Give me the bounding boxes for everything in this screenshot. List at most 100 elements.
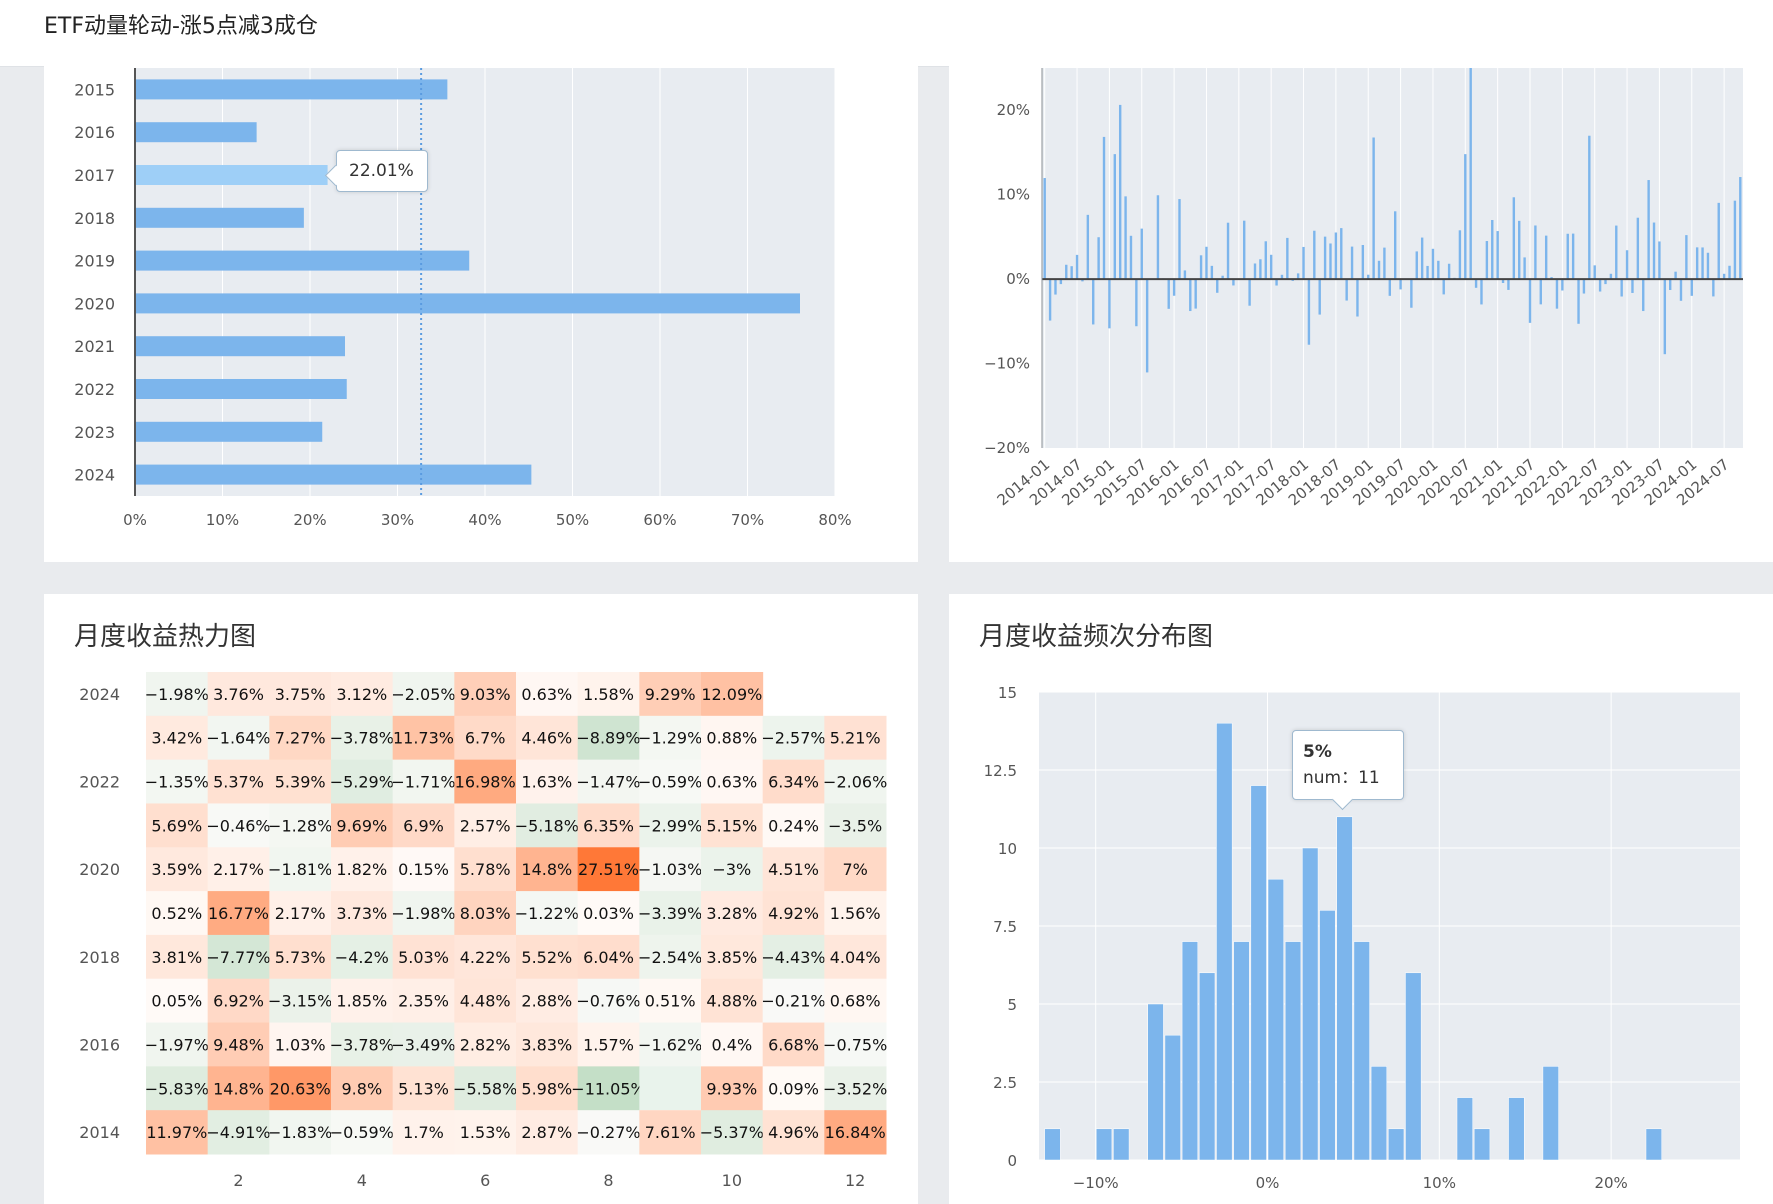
month-bar <box>1178 199 1181 280</box>
heatmap-cell <box>146 715 209 761</box>
monthly-returns-chart[interactable]: −20%−10%0%10%20%2014-012014-072015-01201… <box>949 66 1773 562</box>
heatmap-cell <box>207 1022 270 1067</box>
month-bar <box>1205 246 1208 280</box>
heatmap-cell-label: −1.62% <box>638 1035 702 1054</box>
month-bar <box>1367 274 1370 280</box>
return-histogram-chart[interactable]: 0 2.5 5 7.5 10 12.5 15 −10% 0% 10% 20% <box>949 594 1773 1204</box>
month-bar <box>1523 257 1526 280</box>
y-tick-label: 2021 <box>74 337 115 356</box>
heatmap-cell-label: 4.46% <box>521 729 572 748</box>
month-bar <box>1167 279 1170 309</box>
heatmap-cell-label: 2.57% <box>460 816 511 835</box>
histogram-tooltip: 5% num：11 <box>1292 730 1404 800</box>
month-bar <box>1544 235 1548 280</box>
histogram-bar <box>1147 1003 1164 1161</box>
heatmap-cell-label: 3.81% <box>151 948 202 967</box>
heatmap-cell <box>824 891 887 936</box>
histogram-bar <box>1216 722 1233 1161</box>
x-tick-label: 80% <box>818 511 851 529</box>
heatmap-cell <box>207 1066 270 1111</box>
heatmap-cell <box>516 759 579 804</box>
histogram-bar <box>1473 1128 1491 1161</box>
month-bar <box>1393 211 1397 280</box>
heatmap-cell-label: 6.34% <box>768 773 819 792</box>
y-tick-label: 20% <box>997 101 1030 119</box>
heatmap-cell-label: 4.48% <box>460 992 511 1011</box>
y-tick-label: 2018 <box>79 948 120 967</box>
heatmap-cell-label: 5.39% <box>275 773 326 792</box>
heatmap-cell-label: 2.87% <box>521 1123 572 1142</box>
heatmap-cell-label: 0.09% <box>768 1079 819 1098</box>
month-bar <box>1275 279 1278 286</box>
y-tick-label: −10% <box>984 355 1030 373</box>
heatmap-cell-label: 2.35% <box>398 992 449 1011</box>
monthly-heatmap-chart[interactable]: −1.98% 3.76% 3.75% 3.12% −2.05% 9.03% 0.63% 1.5… <box>44 594 918 1204</box>
month-bar <box>1636 217 1640 280</box>
histogram-bar <box>1388 1128 1405 1161</box>
month-bar <box>1092 279 1095 325</box>
histogram-bar <box>1250 785 1267 1161</box>
y-tick-label: 10 <box>998 840 1017 858</box>
heatmap-cell <box>331 1066 394 1111</box>
heatmap-cell <box>516 803 579 848</box>
heatmap-cell <box>269 934 332 980</box>
heatmap-cell-label: 1.53% <box>460 1123 511 1142</box>
month-bar <box>1135 279 1138 327</box>
heatmap-cell <box>454 1066 517 1111</box>
month-bar <box>1129 235 1133 280</box>
heatmap-cell <box>207 934 270 980</box>
month-bar <box>1582 279 1586 294</box>
heatmap-cell <box>392 847 455 892</box>
month-bar <box>1243 220 1246 280</box>
heatmap-cell-label: 0.24% <box>768 816 819 835</box>
heatmap-cell-label: −1.71% <box>391 773 455 792</box>
heatmap-cell <box>331 715 394 761</box>
heatmap-cell <box>762 1110 825 1155</box>
heatmap-cell-label: 16.84% <box>825 1123 886 1142</box>
heatmap-cell-label: −0.76% <box>576 992 640 1011</box>
histogram-bar <box>1542 1066 1559 1161</box>
heatmap-cell-label: 9.93% <box>706 1079 757 1098</box>
heatmap-cell <box>701 847 764 892</box>
heatmap-cell-label: −0.46% <box>206 816 270 835</box>
heatmap-cell-label: 5.78% <box>460 860 511 879</box>
heatmap-cell <box>824 1110 887 1155</box>
month-bar <box>1474 279 1478 288</box>
month-bar <box>1183 270 1187 280</box>
heatmap-cell-label: −1.64% <box>206 729 270 748</box>
histogram-bar <box>1302 847 1319 1161</box>
histogram-bar <box>1044 1128 1061 1161</box>
y-tick-label: 2019 <box>74 252 115 271</box>
y-tick-label: 5 <box>1007 996 1017 1014</box>
bar-2019 <box>135 250 470 271</box>
x-tick-label: 10 <box>722 1171 742 1190</box>
heatmap-cell <box>269 1022 332 1067</box>
heatmap-cell <box>207 803 270 848</box>
x-tick-label: 50% <box>556 511 589 529</box>
heatmap-cell-label: −1.83% <box>268 1123 332 1142</box>
heatmap-cell-label: −3.39% <box>638 904 702 923</box>
heatmap-cell-label: 1.85% <box>336 992 387 1011</box>
heatmap-cell-label: −5.18% <box>515 816 579 835</box>
heatmap-cell <box>639 891 702 936</box>
x-tick-label: 0% <box>1256 1174 1280 1192</box>
heatmap-cell <box>454 934 517 980</box>
x-tick-label: 12 <box>845 1171 865 1190</box>
heatmap-cell-label: 9.8% <box>342 1079 383 1098</box>
x-tick-label: 10% <box>1423 1174 1456 1192</box>
heatmap-cell-label: −1.97% <box>145 1035 209 1054</box>
month-bar <box>1156 195 1160 280</box>
heatmap-cell-label: −3.78% <box>330 729 394 748</box>
y-tick-label: 2024 <box>79 685 120 704</box>
month-bar <box>1420 237 1424 280</box>
heatmap-cell-label: 20.63% <box>270 1079 331 1098</box>
month-bar <box>1296 273 1300 280</box>
histogram-bar <box>1181 941 1199 1161</box>
heatmap-cell <box>392 759 455 804</box>
month-bar <box>1485 241 1489 280</box>
heatmap-cell <box>331 672 394 717</box>
heatmap-cell-label: 0.05% <box>151 992 202 1011</box>
annual-returns-chart[interactable]: 0% 10% 20% 30% 40% 50% 60% 70% 80% 2015 2016 2017 20… <box>44 66 918 562</box>
heatmap-cell-label: 2.82% <box>460 1035 511 1054</box>
histogram-bar <box>1645 1128 1662 1161</box>
